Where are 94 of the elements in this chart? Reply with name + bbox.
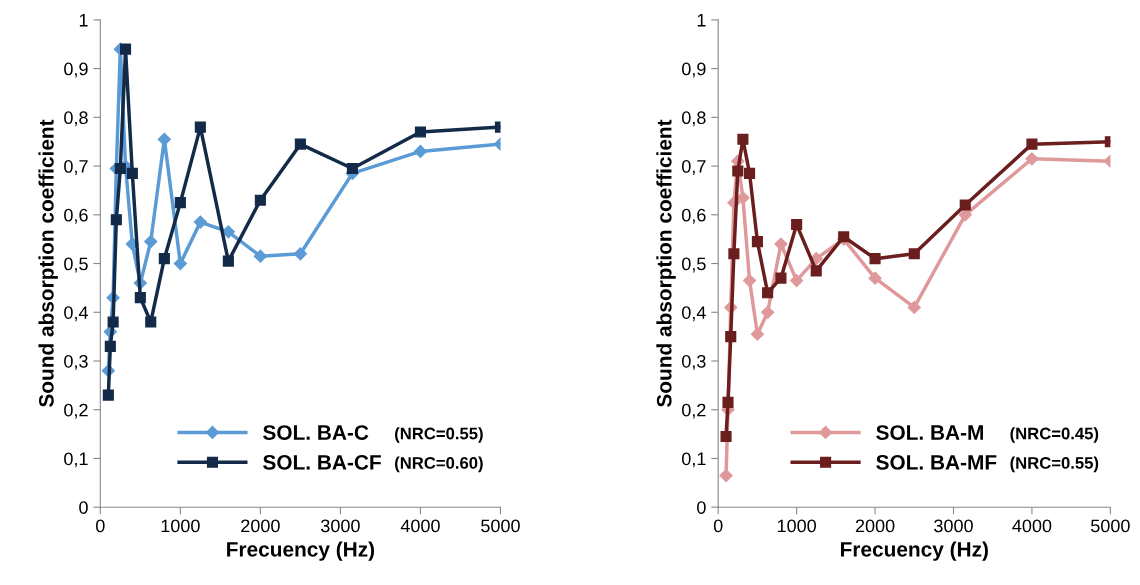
point xyxy=(102,389,114,401)
point xyxy=(1025,152,1039,166)
point xyxy=(107,316,119,328)
y-tick-label: 0,1 xyxy=(682,452,706,468)
point xyxy=(728,248,740,260)
y-tick-label: 0,6 xyxy=(64,208,88,224)
x-tick-label: 4000 xyxy=(400,519,440,533)
x-tick-label: 0 xyxy=(96,519,105,533)
x-tick-label: 5000 xyxy=(481,519,520,533)
annotation: (NRC=0.45) xyxy=(1010,427,1099,443)
point xyxy=(253,249,267,263)
x-tick-label: 2000 xyxy=(241,519,280,533)
point xyxy=(1026,138,1038,150)
point xyxy=(959,199,971,211)
point xyxy=(104,340,116,352)
point xyxy=(810,265,822,277)
x-tick-label: 0 xyxy=(713,519,723,533)
point xyxy=(144,235,158,249)
point xyxy=(126,167,138,179)
point xyxy=(868,271,882,285)
x-tick-label: 3000 xyxy=(321,519,360,533)
point xyxy=(254,194,266,206)
y-tick-label: 0,6 xyxy=(682,208,706,224)
x-tick-label: 1000 xyxy=(161,519,200,533)
x-tick-label: 4000 xyxy=(1012,519,1052,533)
point xyxy=(157,132,171,146)
y-tick-label: 0,9 xyxy=(64,62,88,78)
point xyxy=(744,167,756,179)
x-axis-title: Frecuency (Hz) xyxy=(227,541,375,561)
x-tick-label: 3000 xyxy=(934,519,973,533)
point xyxy=(737,133,749,145)
point xyxy=(174,197,186,209)
y-tick-label: 0,3 xyxy=(64,354,88,370)
x-tick-label: 5000 xyxy=(1091,519,1130,533)
y-axis-title: Sound absorption coefficient xyxy=(38,119,58,408)
y-tick-label: 0,9 xyxy=(682,62,706,78)
y-tick-label: 0,5 xyxy=(682,257,706,273)
legend-label: SOL. BA-MF xyxy=(876,454,997,470)
y-tick-label: 0 xyxy=(79,501,88,514)
y-tick-label: 0,4 xyxy=(682,306,706,322)
point xyxy=(790,274,804,288)
y-tick-label: 0,4 xyxy=(64,306,88,322)
y-tick-label: 1 xyxy=(79,14,88,27)
point xyxy=(158,253,170,265)
point xyxy=(762,287,774,299)
point xyxy=(761,305,775,319)
point xyxy=(907,300,921,314)
point xyxy=(725,331,737,343)
annotation: (NRC=0.60) xyxy=(395,456,483,473)
y-tick-label: 0,2 xyxy=(64,403,88,419)
y-tick-label: 0,8 xyxy=(64,111,88,127)
y-tick-label: 0,5 xyxy=(64,257,88,273)
y-tick-label: 0,2 xyxy=(682,403,706,419)
point xyxy=(720,430,732,443)
point xyxy=(719,468,733,483)
point xyxy=(791,219,803,231)
point xyxy=(413,144,428,159)
y-tick-label: 0,3 xyxy=(682,354,706,370)
x-axis-title: Frecuency (Hz) xyxy=(841,541,988,561)
point xyxy=(414,126,426,138)
y-tick-label: 0,1 xyxy=(64,452,88,468)
point xyxy=(145,316,157,328)
y-tick-label: 0,8 xyxy=(682,111,706,127)
annotation: (NRC=0.55) xyxy=(1010,456,1099,473)
x-tick-label: 2000 xyxy=(855,519,895,533)
point xyxy=(775,272,787,284)
y-tick-label: 0,7 xyxy=(682,160,706,175)
point xyxy=(134,292,146,304)
point xyxy=(294,138,306,150)
point xyxy=(751,236,763,248)
point xyxy=(193,215,207,229)
point xyxy=(736,191,750,205)
point xyxy=(222,255,234,267)
point xyxy=(293,247,307,261)
legend-label: SOL. BA-C xyxy=(263,425,369,440)
point xyxy=(869,253,881,265)
y-tick-label: 0 xyxy=(697,501,706,514)
point xyxy=(732,165,744,177)
y-tick-label: 0,7 xyxy=(64,160,88,175)
point xyxy=(722,396,734,408)
point xyxy=(774,237,788,251)
legend-label: SOL. BA-CF xyxy=(263,454,381,470)
point xyxy=(908,248,920,260)
y-tick-label: 1 xyxy=(697,14,706,27)
point xyxy=(742,274,757,288)
point xyxy=(114,162,126,175)
point xyxy=(346,162,358,175)
legend-label: SOL. BA-M xyxy=(876,425,983,440)
annotation: (NRC=0.55) xyxy=(395,427,483,443)
y-axis-title: Sound absorption coefficient xyxy=(656,119,676,408)
point xyxy=(194,121,206,133)
point xyxy=(110,214,122,226)
x-tick-label: 1000 xyxy=(777,519,817,533)
point xyxy=(119,43,132,55)
